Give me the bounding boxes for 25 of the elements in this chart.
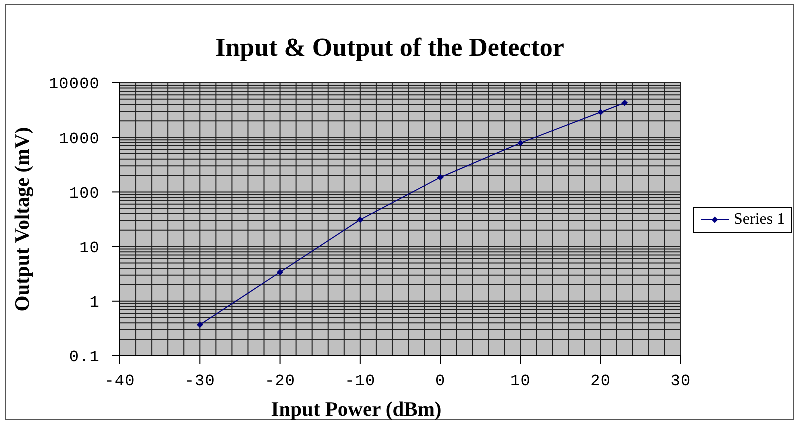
y-tick-label: 1 — [90, 294, 100, 312]
y-tick-label: 1000 — [59, 130, 100, 148]
x-tick-label: 10 — [510, 372, 531, 390]
point — [357, 216, 364, 224]
x-tick-label: 0 — [435, 372, 446, 390]
point — [277, 269, 284, 276]
x-axis-title: Input Power (dBm) — [271, 399, 442, 421]
x-tick-label: -30 — [184, 372, 216, 390]
y-axis-title: Output Voltage (mV) — [12, 127, 34, 312]
point — [196, 322, 204, 328]
y-tick-label: 0.1 — [69, 348, 100, 367]
legend-label: Series 1 — [734, 210, 786, 230]
x-tick-label: 20 — [590, 372, 612, 390]
y-tick-label: 10 — [80, 239, 100, 258]
chart-title: Input & Output of the Detector — [214, 33, 566, 63]
y-tick-label: 10000 — [48, 76, 100, 94]
x-tick-label: -40 — [104, 372, 136, 390]
y-tick-label: 100 — [69, 184, 100, 203]
point — [437, 174, 444, 181]
point — [622, 100, 628, 106]
point — [598, 109, 604, 116]
x-tick-label: -20 — [264, 372, 296, 390]
x-tick-label: 30 — [670, 372, 692, 390]
x-tick-label: -10 — [345, 372, 376, 390]
point — [518, 140, 524, 146]
